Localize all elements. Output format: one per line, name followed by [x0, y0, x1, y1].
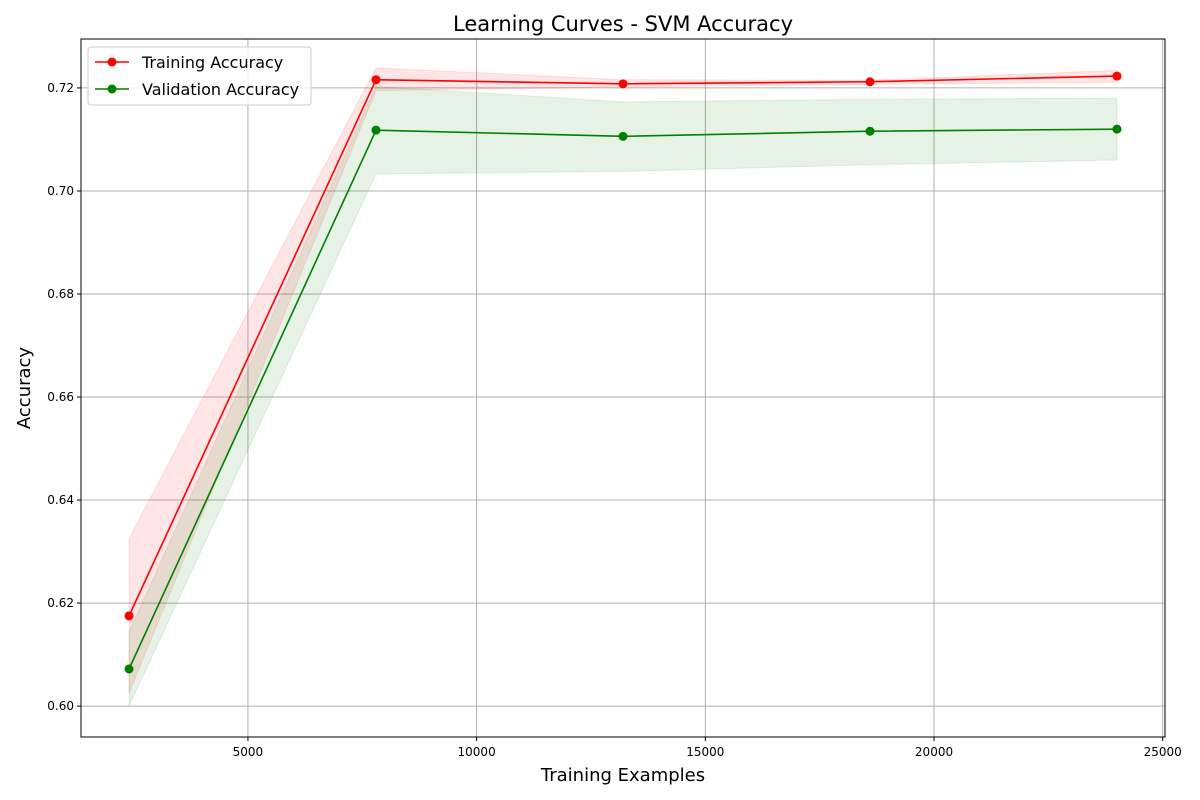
series-1-point: [865, 126, 875, 136]
y-tick-label: 0.64: [47, 493, 74, 507]
series-1-point: [1112, 124, 1122, 134]
series-0-point: [124, 611, 134, 621]
x-axis-title: Training Examples: [540, 765, 705, 786]
series-0-point: [618, 79, 628, 89]
series-0-point: [371, 75, 381, 85]
x-axis-ticks: 5000 10000 15000 20000 25000: [233, 737, 1182, 759]
confidence-bands: [128, 67, 1118, 707]
legend-marker-0: [107, 57, 117, 67]
y-axis-title: Accuracy: [14, 347, 35, 430]
data-points: [124, 71, 1122, 674]
legend-label-0: Training Accuracy: [141, 53, 283, 72]
series-1-point: [124, 664, 134, 674]
y-tick-label: 0.70: [47, 184, 74, 198]
series-0-point: [865, 77, 875, 87]
series-0-band: [128, 67, 1118, 694]
series-1-point: [371, 125, 381, 135]
x-tick-label: 5000: [233, 745, 264, 759]
y-tick-label: 0.72: [47, 81, 74, 95]
x-tick-label: 25000: [1144, 745, 1182, 759]
series-1-line: [128, 128, 1117, 670]
legend: Training Accuracy Validation Accuracy: [87, 46, 312, 106]
y-tick-label: 0.62: [47, 596, 74, 610]
y-tick-label: 0.60: [47, 699, 74, 713]
series-0-point: [1112, 71, 1122, 81]
series-1-band: [128, 85, 1118, 707]
y-axis-ticks: 0.60 0.62 0.64 0.66 0.68 0.70 0.72: [47, 81, 81, 713]
chart-title: Learning Curves - SVM Accuracy: [453, 12, 793, 36]
x-tick-label: 10000: [458, 745, 496, 759]
legend-marker-1: [107, 84, 117, 94]
legend-box: [87, 46, 312, 106]
legend-label-1: Validation Accuracy: [142, 80, 299, 99]
x-tick-label: 15000: [686, 745, 724, 759]
plot-frame: [80, 38, 1166, 738]
y-tick-label: 0.68: [47, 287, 74, 301]
series-1-point: [618, 131, 628, 141]
x-tick-label: 20000: [915, 745, 953, 759]
y-tick-label: 0.66: [47, 390, 74, 404]
